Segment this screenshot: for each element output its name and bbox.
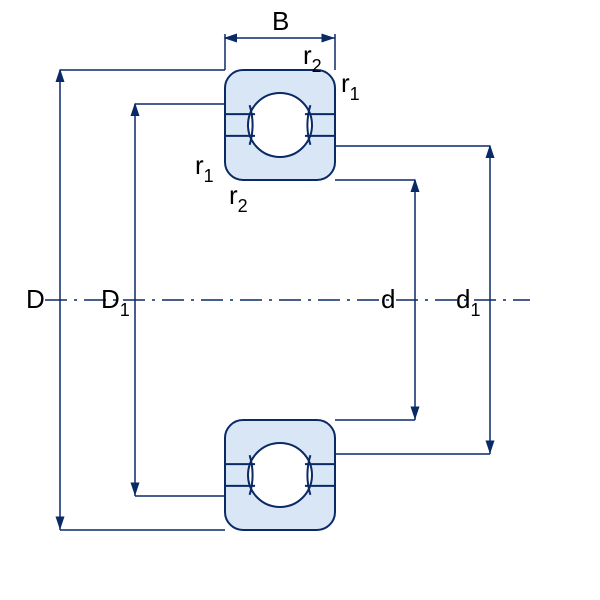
label-r1-top: r1 <box>341 68 360 104</box>
label-r2-bottom: r2 <box>229 180 248 216</box>
label-D: D <box>26 284 45 314</box>
ball <box>248 443 312 507</box>
label-r1-bottom: r1 <box>195 150 214 186</box>
label-D1: D1 <box>101 284 130 320</box>
bearing-diagram: BDD1dd1r2r1r1r2 <box>0 0 600 600</box>
label-d1: d1 <box>456 284 480 320</box>
ball <box>248 93 312 157</box>
label-d: d <box>381 284 395 314</box>
label-B: B <box>272 6 289 36</box>
